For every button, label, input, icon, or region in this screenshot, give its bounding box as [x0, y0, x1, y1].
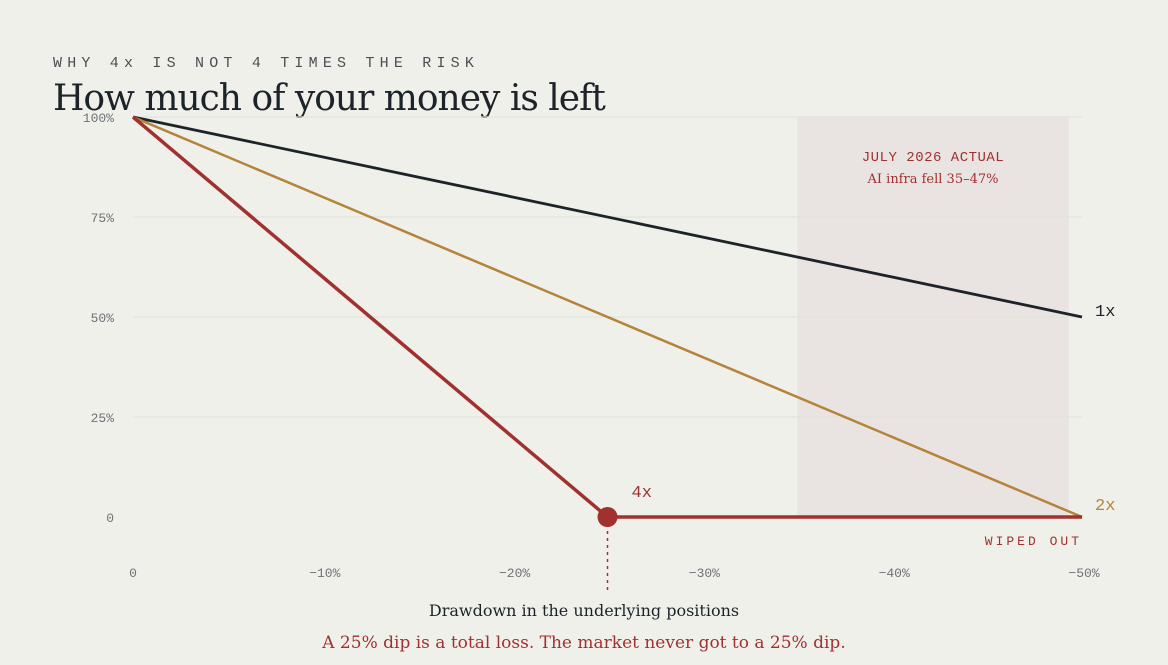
x-tick-label: 0: [129, 566, 137, 581]
chart-title: How much of your money is left: [53, 78, 606, 119]
y-tick-label: 75%: [91, 211, 115, 226]
series-label-4x: 4x: [632, 484, 652, 503]
y-tick-label: 25%: [91, 411, 115, 426]
series-labels: 1x 2x 4x: [632, 303, 1116, 516]
x-tick-label: −10%: [309, 566, 340, 581]
y-tick-label: 0: [106, 511, 114, 526]
x-tick-label: −20%: [499, 566, 530, 581]
series-label-1x: 1x: [1095, 303, 1115, 322]
x-tick-label: −50%: [1068, 566, 1099, 581]
series-line-2x: [132, 115, 1083, 519]
y-tick-label: 50%: [91, 311, 115, 326]
wiped-out-label: WIPED OUT: [985, 534, 1082, 549]
wipeout-point: [597, 507, 618, 527]
x-tick-label: −40%: [879, 566, 910, 581]
shaded-region-subtitle: AI infra fell 35–47%: [867, 172, 999, 187]
y-axis-ticks: 0 25% 50% 75% 100%: [83, 111, 114, 526]
y-tick-label: 100%: [83, 111, 114, 126]
x-tick-label: −30%: [689, 566, 720, 581]
chart-eyebrow: WHY 4x IS NOT 4 TIMES THE RISK: [53, 55, 480, 72]
series-line-1x: [132, 115, 1083, 319]
chart-caption: A 25% dip is a total loss. The market ne…: [322, 633, 846, 653]
shaded-region-title: JULY 2026 ACTUAL: [862, 150, 1004, 166]
x-axis-label: Drawdown in the underlying positions: [428, 601, 740, 620]
x-axis-ticks: 0 −10% −20% −30% −40% −50%: [129, 566, 1100, 581]
series-label-2x: 2x: [1095, 497, 1115, 516]
